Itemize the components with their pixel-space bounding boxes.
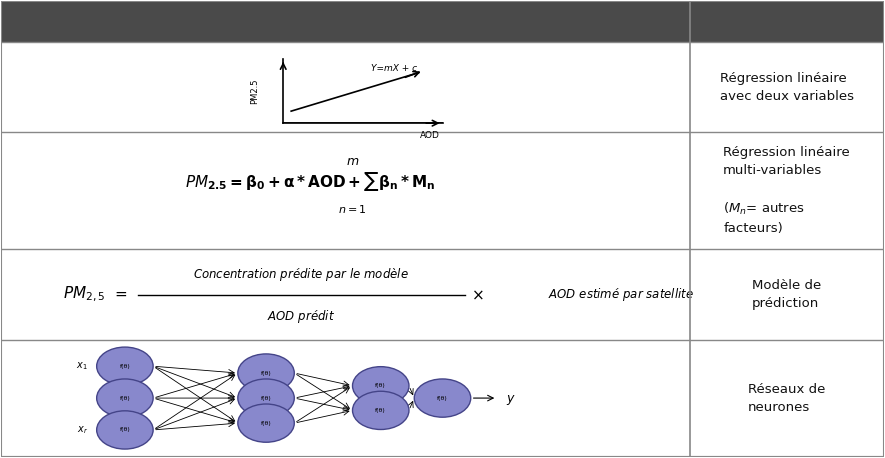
Ellipse shape xyxy=(96,347,153,385)
Ellipse shape xyxy=(238,379,295,417)
Text: AOD: AOD xyxy=(419,131,440,140)
Text: $\mathbf{\mathit{m}}$: $\mathbf{\mathit{m}}$ xyxy=(346,155,359,168)
Text: $\mathit{AOD\ prédit}$: $\mathit{AOD\ prédit}$ xyxy=(267,308,335,325)
Text: f(θ): f(θ) xyxy=(119,396,130,401)
Text: f(θ): f(θ) xyxy=(119,364,130,369)
Text: PM2.5: PM2.5 xyxy=(250,78,259,104)
Text: Modèle de
prédiction: Modèle de prédiction xyxy=(752,279,821,310)
Ellipse shape xyxy=(238,354,295,392)
Text: Formulation: Formulation xyxy=(289,13,402,31)
Text: f(θ): f(θ) xyxy=(375,383,386,388)
Text: f(θ): f(θ) xyxy=(437,396,448,401)
Text: f(θ): f(θ) xyxy=(119,427,130,432)
Ellipse shape xyxy=(414,379,471,417)
Ellipse shape xyxy=(96,411,153,449)
Text: $\mathit{PM_{2,5}}$: $\mathit{PM_{2,5}}$ xyxy=(63,285,105,304)
Text: f(θ): f(θ) xyxy=(261,396,272,401)
Bar xyxy=(2,1,883,42)
Text: Régression linéaire
avec deux variables: Régression linéaire avec deux variables xyxy=(720,72,853,103)
Text: $\mathit{Concentration\ prédite\ par\ le\ modèle}$: $\mathit{Concentration\ prédite\ par\ le… xyxy=(194,266,409,283)
Ellipse shape xyxy=(238,404,295,442)
Text: f(θ): f(θ) xyxy=(261,420,272,425)
Text: $\mathit{\times}$: $\mathit{\times}$ xyxy=(472,287,484,302)
Text: =: = xyxy=(114,287,127,302)
Text: Méthode: Méthode xyxy=(745,13,827,31)
Text: $\mathbf{\mathit{n=1}}$: $\mathbf{\mathit{n=1}}$ xyxy=(338,203,367,215)
Text: $\mathit{AOD\ estimé\ par\ satellite}$: $\mathit{AOD\ estimé\ par\ satellite}$ xyxy=(549,286,695,303)
Text: $x_r$: $x_r$ xyxy=(77,424,88,436)
Ellipse shape xyxy=(352,367,409,405)
Ellipse shape xyxy=(352,391,409,430)
Text: Réseaux de
neurones: Réseaux de neurones xyxy=(748,382,825,414)
Text: f(θ): f(θ) xyxy=(261,371,272,376)
Text: f(θ): f(θ) xyxy=(375,408,386,413)
Text: Y=mX + c: Y=mX + c xyxy=(371,64,417,73)
Text: $x_1$: $x_1$ xyxy=(76,360,88,372)
Text: y: y xyxy=(506,392,513,404)
Text: $\mathbf{\mathit{PM}_{2.5} = \beta_0 + \alpha * AOD + \sum \beta_n * M_n}$: $\mathbf{\mathit{PM}_{2.5} = \beta_0 + \… xyxy=(185,170,435,193)
Text: Régression linéaire
multi-variables

($M_n$= autres
facteurs): Régression linéaire multi-variables ($M_… xyxy=(723,147,850,235)
Ellipse shape xyxy=(96,379,153,417)
